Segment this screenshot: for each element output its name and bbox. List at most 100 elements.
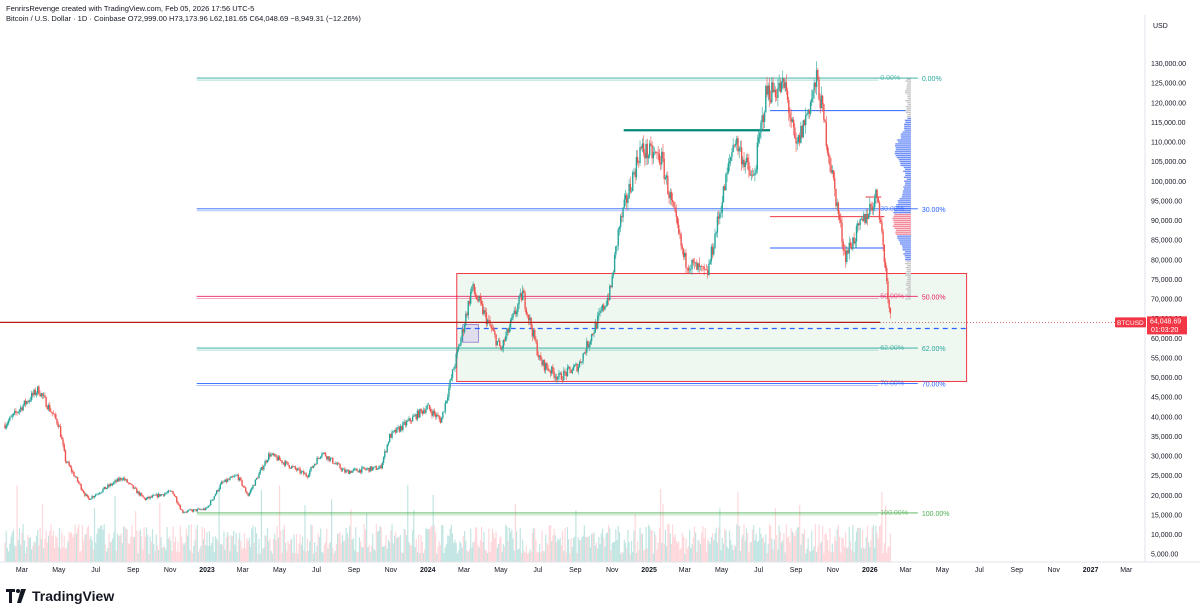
candle-body: [61, 436, 63, 440]
candle-body: [705, 269, 708, 271]
candle-body: [161, 494, 163, 495]
volume-bar: [285, 542, 287, 562]
candle-body: [566, 367, 569, 377]
volume-bar: [126, 529, 128, 562]
volume-bar: [441, 525, 443, 562]
volume-bar: [662, 503, 664, 562]
candle-body: [7, 420, 10, 424]
candle-body: [767, 85, 769, 95]
volume-bar: [116, 533, 119, 562]
volume-bar: [10, 536, 12, 562]
volume-bar: [358, 537, 360, 562]
volume-bar: [854, 541, 856, 562]
volume-bar: [174, 537, 177, 562]
volume-bar: [522, 539, 524, 562]
volume-bar: [183, 544, 185, 562]
candle-body: [454, 365, 456, 369]
candle-body: [786, 90, 789, 100]
candle-body: [156, 494, 159, 498]
candle-body: [474, 292, 477, 296]
candle-body: [737, 138, 739, 152]
candle-body: [263, 465, 265, 470]
candle-body: [120, 478, 122, 480]
candle-body: [485, 312, 488, 325]
candle-body: [872, 207, 875, 211]
volume-profile-bar: [895, 147, 911, 149]
candle-body: [375, 466, 378, 470]
volume-bar: [547, 544, 549, 562]
volume-bar: [436, 553, 438, 562]
candle-body: [554, 376, 557, 378]
candle-body: [286, 461, 288, 463]
candle-body: [231, 476, 234, 478]
volume-bar: [857, 527, 859, 562]
volume-bar: [887, 547, 889, 562]
x-tick-label: 2027: [1083, 567, 1099, 574]
volume-bar: [611, 542, 613, 562]
candle-body: [883, 244, 886, 263]
candle-body: [638, 162, 640, 164]
volume-bar: [39, 527, 41, 562]
volume-bar: [75, 533, 77, 562]
volume-bar: [691, 544, 693, 562]
candle-body: [68, 462, 70, 466]
volume-bar: [289, 540, 292, 562]
volume-bar: [690, 547, 692, 562]
candle-body: [692, 259, 694, 263]
volume-bar: [639, 527, 641, 562]
candle-body: [219, 484, 221, 489]
volume-bar: [14, 545, 16, 562]
volume-profile-bar: [905, 174, 911, 177]
candle-body: [182, 510, 184, 513]
candle-body: [490, 325, 492, 329]
candle-body: [623, 199, 625, 208]
volume-bar: [447, 535, 449, 562]
candle-body: [546, 363, 548, 368]
volume-profile-bar: [904, 92, 911, 94]
candle-body: [733, 144, 736, 146]
candle-body: [651, 145, 653, 159]
candle-body: [640, 147, 642, 149]
volume-bar: [837, 525, 839, 562]
volume-bar: [220, 544, 223, 562]
candle-body: [888, 299, 890, 308]
candle-body: [887, 281, 889, 300]
candle-body: [508, 327, 511, 333]
volume-bar: [424, 549, 426, 562]
volume-bar: [90, 536, 92, 562]
volume-bar: [236, 552, 238, 562]
candle-body: [134, 487, 137, 489]
candle-body: [829, 156, 831, 166]
candle-body: [748, 161, 750, 171]
volume-bar: [58, 527, 61, 562]
candle-body: [215, 490, 218, 495]
volume-bar: [257, 553, 259, 562]
volume-bar: [353, 550, 356, 562]
volume-bar: [231, 535, 233, 562]
candle-body: [696, 262, 698, 270]
volume-bar: [154, 551, 156, 562]
volume-bar: [874, 547, 876, 562]
volume-bar: [370, 545, 373, 562]
volume-bar: [66, 547, 68, 562]
volume-bar: [669, 533, 671, 562]
volume-bar: [38, 545, 40, 562]
volume-bar: [861, 530, 864, 562]
candle-body: [605, 305, 607, 307]
volume-bar: [99, 525, 102, 562]
candle-body: [757, 137, 760, 143]
candle-body: [478, 296, 480, 302]
volume-profile-bar: [907, 264, 911, 267]
volume-profile-bar: [904, 184, 911, 186]
candle-body: [723, 186, 726, 191]
candle-body: [11, 415, 13, 417]
candle-body: [492, 329, 495, 332]
volume-bar: [334, 550, 336, 562]
volume-bar: [591, 533, 593, 562]
volume-bar: [85, 533, 87, 562]
volume-bar: [541, 530, 543, 562]
candle-body: [382, 457, 385, 463]
candle-body: [802, 120, 805, 138]
volume-bar: [483, 532, 485, 562]
